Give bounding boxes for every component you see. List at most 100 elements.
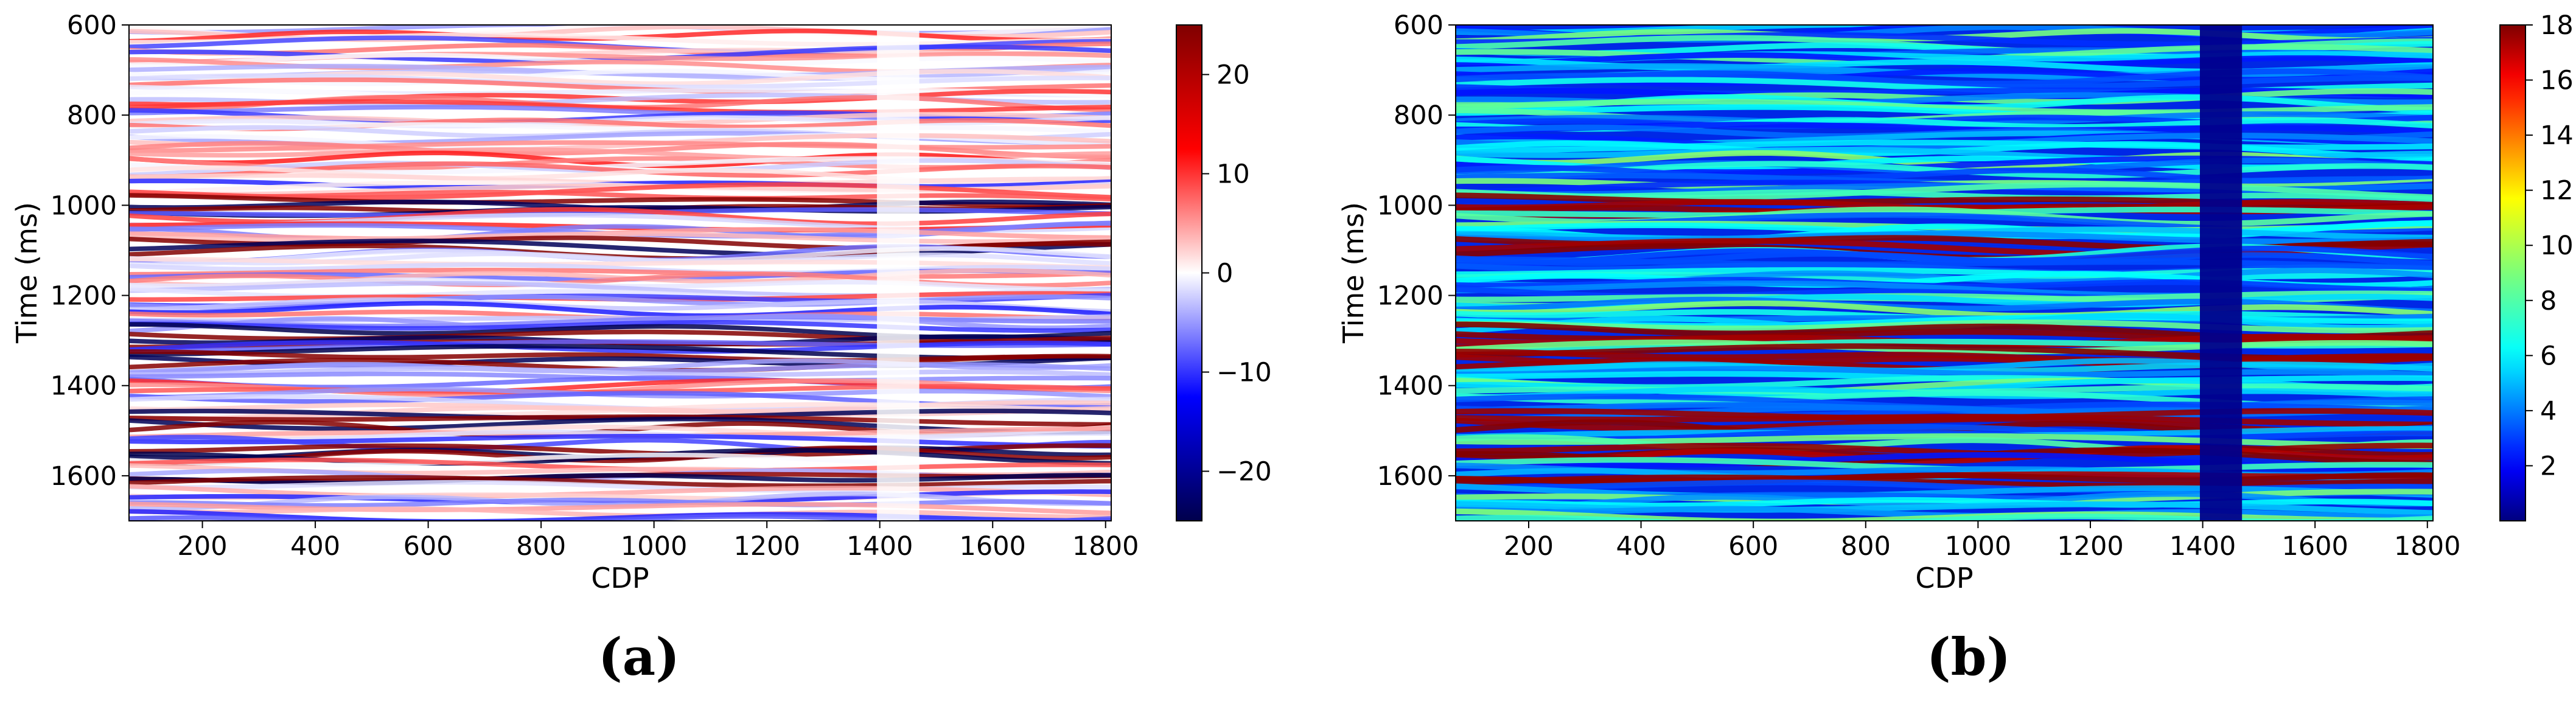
reflector-band	[129, 320, 1111, 333]
reflector-band	[1456, 231, 2433, 245]
x-tick-label: 600	[403, 531, 453, 562]
colorbar-tick-label: 20	[1216, 60, 1250, 91]
reflector-band	[129, 115, 1111, 129]
x-tick-label: 200	[1504, 531, 1554, 562]
colorbar-a	[1176, 24, 1202, 521]
x-tick-label: 400	[290, 531, 340, 562]
y-axis-label-a: Time (ms)	[10, 202, 43, 344]
x-tick-label: 1000	[1945, 531, 2011, 562]
reflector-band	[1456, 339, 2433, 355]
x-tick-label: 200	[178, 531, 228, 562]
y-ticks-a: 600 800 1000 1200 1400 1600	[51, 10, 129, 492]
x-tick-label: 400	[1616, 531, 1666, 562]
y-axis-label-b: Time (ms)	[1337, 202, 1370, 344]
y-tick-label: 1000	[51, 190, 117, 221]
colorbar-tick-label: 6	[2540, 341, 2557, 371]
reflector-band	[129, 99, 1111, 115]
colorbar-ticks-a: −20 −10 0 10 20	[1202, 60, 1272, 487]
reflector-band	[129, 514, 1111, 521]
y-ticks-b: 600 800 1000 1200 1400 1600	[1377, 10, 1456, 492]
x-tick-label: 1400	[2169, 531, 2236, 562]
panel-a: 200 400 600 800 1000 1200 1400 1600 1800 600 800 1…	[0, 0, 1278, 702]
y-tick-label: 800	[1394, 100, 1443, 131]
reflector-band	[129, 340, 1111, 354]
reflector-band	[129, 257, 1111, 270]
x-axis-label-b: CDP	[1915, 562, 1973, 594]
reflector-band	[1456, 256, 2433, 271]
y-tick-label: 800	[67, 100, 117, 131]
colorbar-tick-label: 2	[2540, 451, 2557, 481]
x-tick-label: 600	[1728, 531, 1778, 562]
reflector-band	[129, 475, 1111, 489]
x-tick-label: 1800	[1072, 531, 1139, 562]
reflector-band	[1456, 189, 2433, 202]
colorbar-tick-label: 8	[2540, 286, 2557, 316]
colorbar-tick-label: 14	[2540, 120, 2574, 151]
colorbar-ticks-b: 2 4 6 8 10 12 14 16 18	[2525, 10, 2574, 481]
reflector-band	[129, 473, 1111, 486]
reflector-band	[129, 239, 1111, 257]
colorbar-tick-label: 18	[2540, 10, 2574, 41]
reflector-band	[129, 484, 1111, 499]
reflector-band	[129, 501, 1111, 515]
x-tick-label: 1600	[959, 531, 1025, 562]
x-ticks-a: 200 400 600 800 1000 1200 1400 1600 1800	[178, 521, 1139, 562]
colorbar-tick-label: 4	[2540, 396, 2557, 427]
colorbar-tick-label: −10	[1216, 358, 1272, 388]
data-gap	[2199, 25, 2243, 521]
y-tick-label: 1600	[51, 461, 117, 492]
x-tick-label: 1000	[621, 531, 687, 562]
seismic-section-a	[129, 25, 1111, 521]
reflector-band	[129, 140, 1111, 153]
x-tick-label: 1800	[2394, 531, 2460, 562]
y-tick-label: 1400	[51, 371, 117, 402]
reflector-band	[129, 497, 1111, 508]
colorbar-tick-label: 16	[2540, 66, 2574, 96]
reflector-band	[129, 44, 1111, 63]
plot-frame-a	[128, 24, 1112, 521]
reflector-band	[129, 301, 1111, 318]
colorbar-tick-label: 10	[2540, 231, 2574, 261]
x-axis-label-a: CDP	[591, 562, 649, 594]
y-tick-label: 1400	[1377, 371, 1443, 402]
y-tick-label: 600	[67, 10, 117, 41]
panel-b: 200 400 600 800 1000 1200 1400 1600 1800 600 800 1…	[1314, 0, 2576, 702]
reflector-band	[1456, 483, 2433, 500]
reflector-band	[129, 509, 1111, 521]
chart-a-svg: 200 400 600 800 1000 1200 1400 1600 1800 6008001…	[10, 10, 1272, 594]
colorbar-tick-label: 10	[1216, 159, 1250, 190]
y-tick-label: 1200	[1377, 281, 1443, 312]
reflector-band	[129, 189, 1111, 202]
reflector-band	[129, 207, 1111, 218]
reflector-band	[1456, 497, 2433, 509]
reflector-band	[1456, 296, 2433, 315]
x-tick-label: 1400	[846, 531, 913, 562]
reflector-band	[1456, 300, 2433, 319]
reflector-band	[1456, 366, 2433, 378]
reflector-band	[129, 414, 1111, 427]
y-tick-label: 1200	[51, 281, 117, 312]
reflector-band	[129, 231, 1111, 244]
chart-b-svg: 200 400 600 800 1000 1200 1400 1600 1800 600 800 1…	[1337, 10, 2574, 594]
reflector-band	[1456, 474, 2433, 489]
y-tick-label: 1000	[1377, 190, 1443, 221]
reflector-band	[1456, 472, 2433, 486]
reflector-band	[1456, 513, 2433, 521]
panel-caption-b: (b)	[1926, 627, 2011, 687]
y-tick-label: 600	[1394, 10, 1443, 41]
y-tick-label: 1600	[1377, 461, 1443, 492]
colorbar-tick-label: 0	[1216, 259, 1233, 289]
x-ticks-b: 200 400 600 800 1000 1200 1400 1600 1800	[1504, 521, 2460, 562]
colorbar-tick-label: −20	[1216, 457, 1272, 487]
x-tick-label: 800	[1841, 531, 1891, 562]
panel-caption-a: (a)	[598, 627, 680, 687]
colorbar-tick-label: 12	[2540, 176, 2574, 206]
plot-frame-b	[1455, 24, 2434, 521]
x-tick-label: 1200	[733, 531, 800, 562]
x-tick-label: 1200	[2057, 531, 2123, 562]
reflector-band	[129, 506, 1111, 520]
reflector-band	[129, 268, 1111, 279]
x-tick-label: 1600	[2281, 531, 2348, 562]
reflector-band	[1456, 319, 2433, 333]
data-gap	[877, 25, 920, 521]
